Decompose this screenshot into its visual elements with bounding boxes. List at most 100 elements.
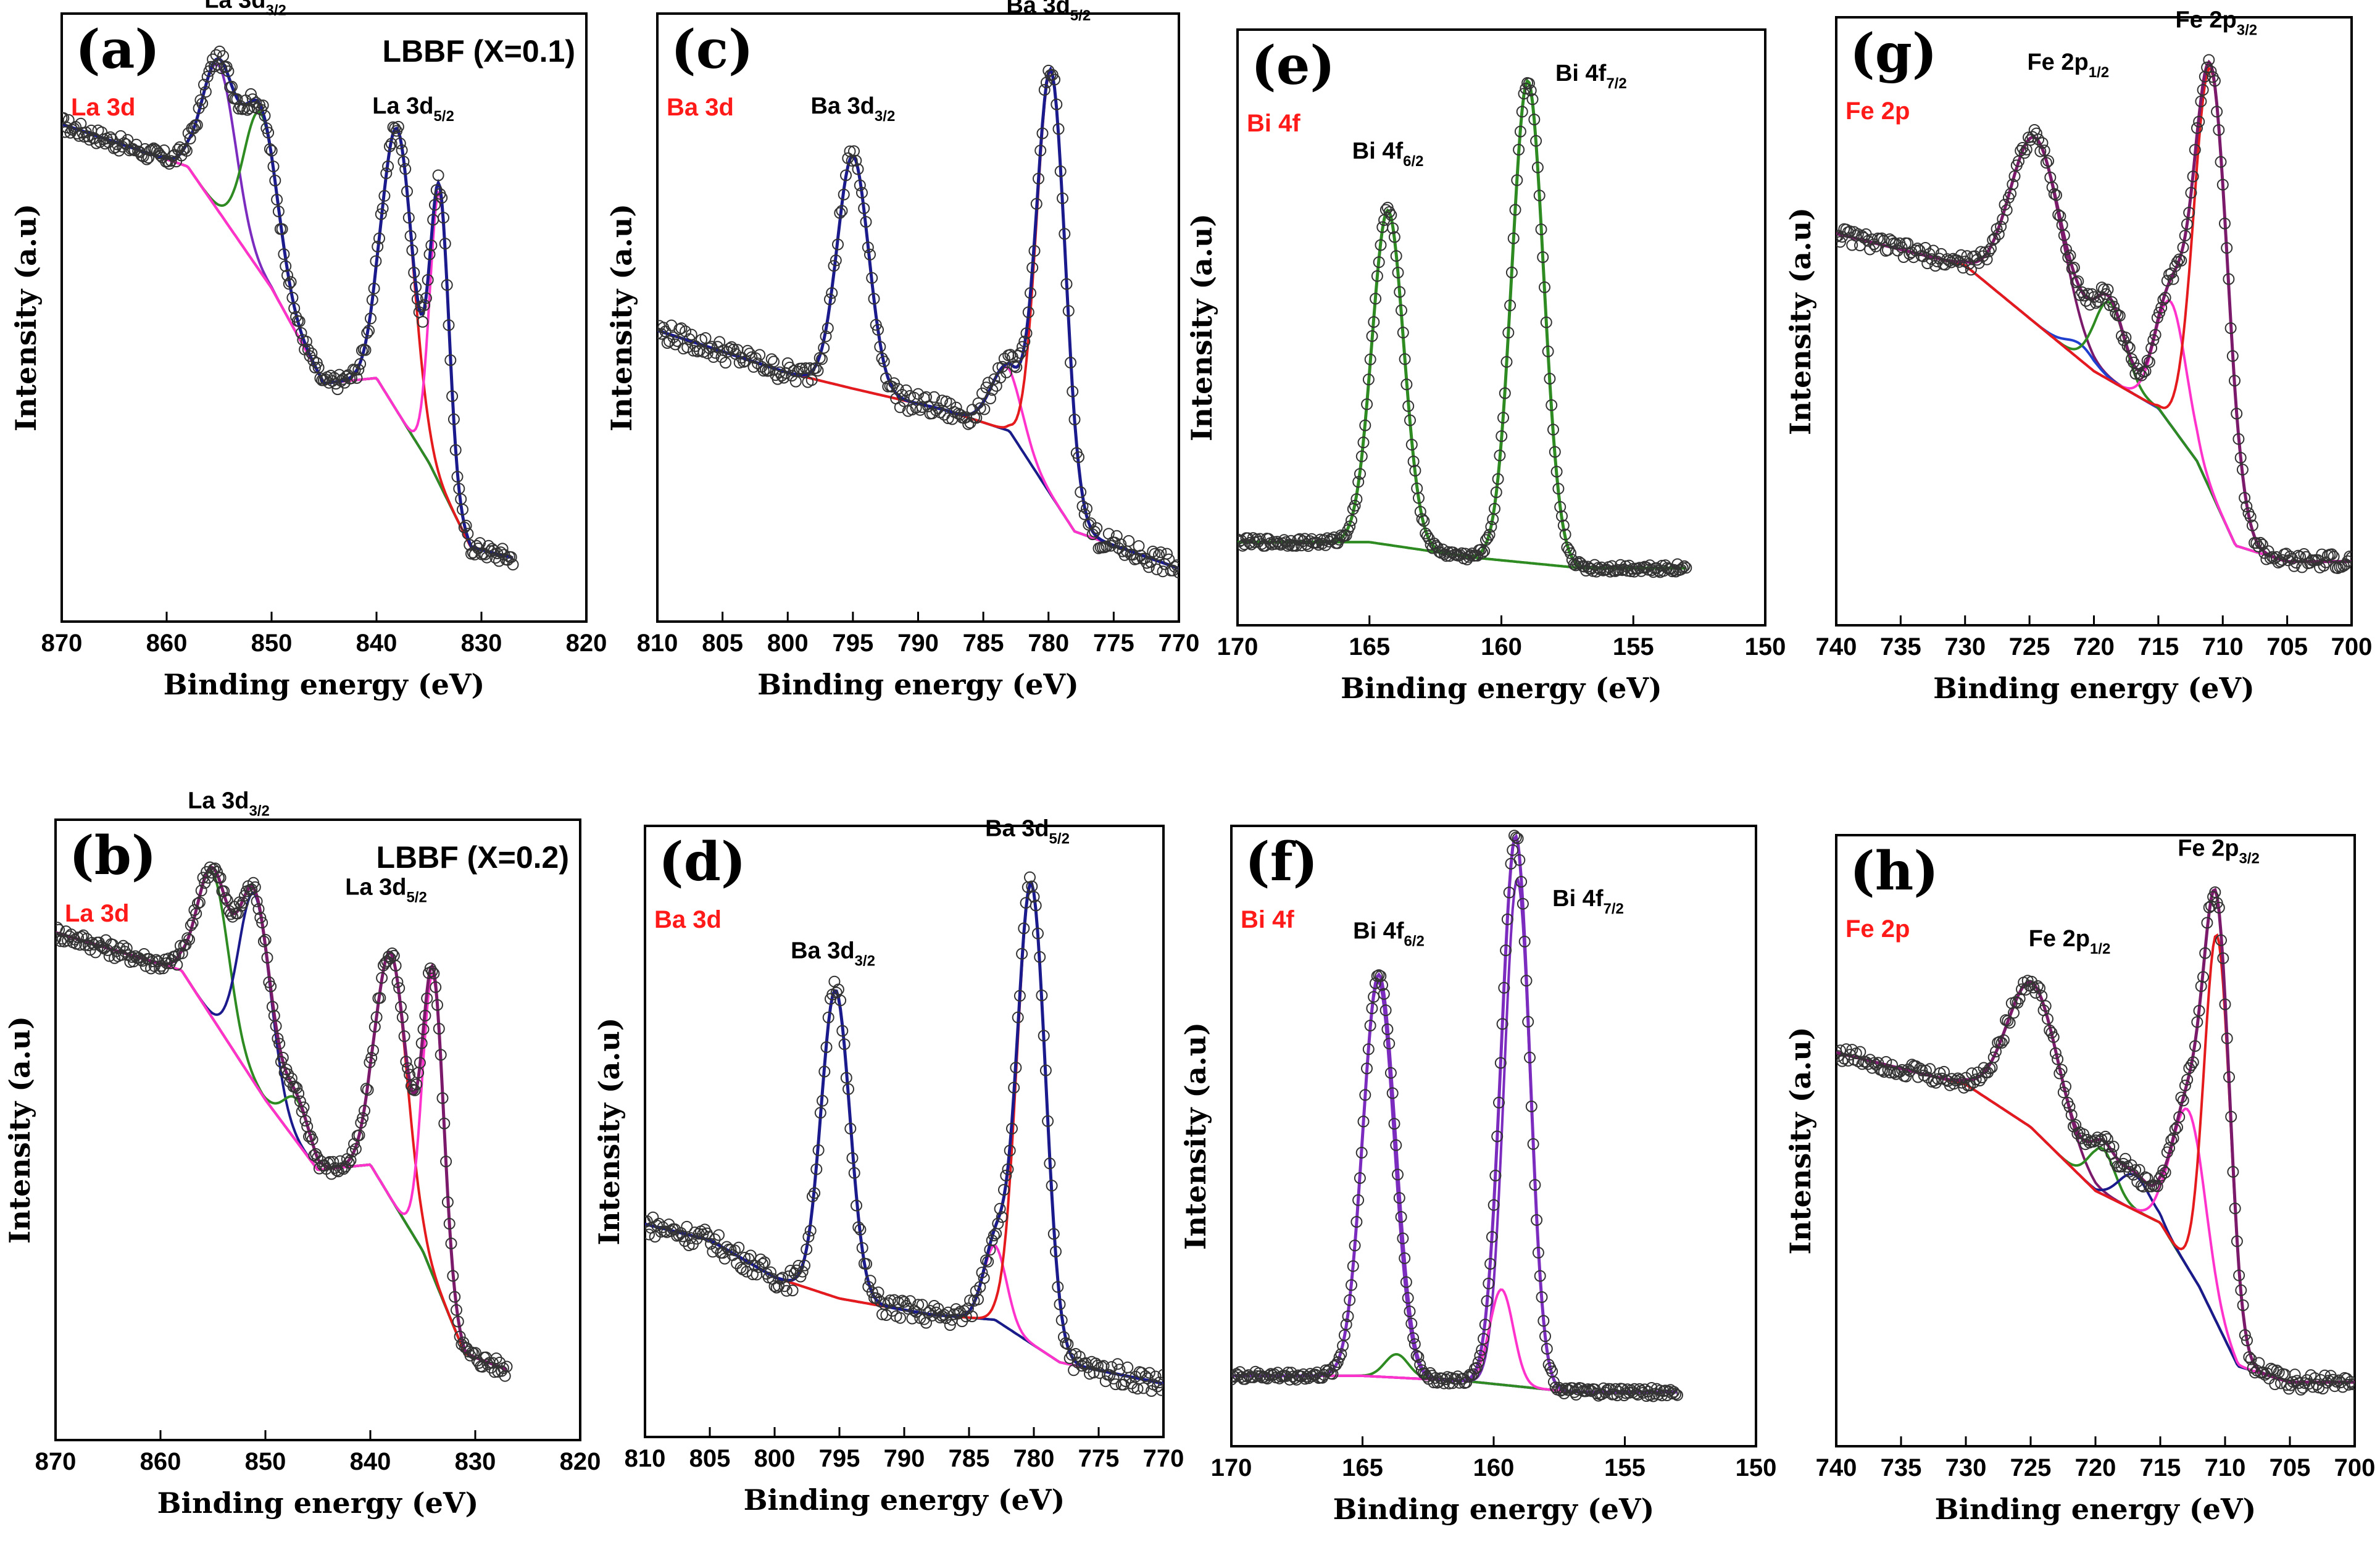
data-point — [400, 1056, 412, 1068]
data-point — [952, 407, 964, 420]
data-point — [1397, 327, 1409, 339]
experimental-points — [1231, 830, 1683, 1402]
data-point — [1347, 1260, 1359, 1272]
data-point — [1413, 492, 1425, 504]
data-point — [1091, 522, 1103, 534]
data-point — [2118, 334, 2130, 346]
data-point — [1364, 353, 1376, 365]
data-point — [137, 151, 149, 162]
data-point — [2120, 331, 2132, 344]
data-point — [270, 1020, 282, 1032]
data-point — [2342, 555, 2352, 567]
data-point — [2131, 362, 2144, 375]
data-point — [2036, 990, 2048, 1002]
data-point — [2013, 993, 2026, 1005]
data-point — [786, 1285, 799, 1297]
data-point — [1925, 253, 1937, 265]
data-point — [1042, 1115, 1054, 1127]
data-point — [747, 360, 760, 373]
data-point — [775, 1273, 787, 1285]
data-point — [1916, 1064, 1928, 1077]
data-point — [1065, 356, 1076, 369]
data-point — [1049, 73, 1060, 86]
data-point — [289, 1080, 301, 1093]
data-point — [298, 1101, 310, 1114]
peak-annotation: La 3d3/2 — [188, 788, 270, 820]
data-point — [2201, 61, 2213, 73]
data-point — [365, 312, 377, 325]
data-point — [780, 1285, 793, 1297]
data-point — [1026, 262, 1039, 274]
fit-peak-2 — [56, 891, 507, 1371]
data-point — [810, 362, 822, 374]
data-point — [1483, 1277, 1495, 1289]
data-point — [1518, 935, 1531, 947]
data-point — [820, 330, 832, 343]
peak-annotation: La 3d3/2 — [204, 0, 286, 19]
data-point — [146, 143, 158, 156]
experimental-points — [657, 64, 1179, 579]
data-point — [1973, 257, 1985, 269]
data-point — [499, 1370, 511, 1382]
data-point — [382, 160, 394, 172]
data-point — [1668, 1386, 1680, 1398]
data-point — [1041, 77, 1052, 89]
data-point — [1990, 1046, 2002, 1058]
data-point — [1523, 77, 1535, 90]
data-point — [1392, 1168, 1404, 1181]
data-point — [183, 933, 195, 946]
data-point — [667, 331, 680, 343]
data-point — [406, 244, 418, 256]
data-point — [1997, 1034, 2010, 1046]
data-point — [280, 1064, 293, 1075]
data-point — [1046, 1180, 1058, 1192]
x-tick-label: 805 — [702, 630, 743, 657]
data-point — [2040, 157, 2052, 169]
data-point — [1836, 236, 1846, 248]
data-point — [2183, 1062, 2195, 1075]
data-point — [1974, 1075, 1986, 1086]
data-point — [1496, 430, 1508, 443]
data-point — [373, 232, 385, 244]
data-point — [2269, 1378, 2281, 1391]
fit-peak-5 — [1836, 67, 2352, 563]
envelope-line — [657, 65, 1179, 570]
data-point — [970, 412, 983, 424]
data-point — [1131, 552, 1143, 565]
data-point — [1400, 378, 1413, 391]
data-point — [856, 1242, 868, 1254]
data-point — [1854, 1046, 1866, 1058]
data-point — [436, 1092, 449, 1104]
data-point — [659, 325, 672, 338]
data-point — [894, 1312, 906, 1324]
data-point — [1542, 345, 1554, 357]
data-point — [1463, 551, 1475, 563]
x-tick-label: 170 — [1211, 1454, 1252, 1481]
data-point — [1141, 1372, 1154, 1385]
data-point — [1364, 1020, 1376, 1031]
data-point — [744, 1249, 757, 1262]
data-point — [872, 323, 884, 336]
data-point — [1105, 1361, 1118, 1373]
data-point — [306, 348, 318, 359]
panel-label: (b) — [69, 825, 157, 887]
data-point — [432, 169, 444, 181]
data-point — [747, 1268, 759, 1280]
data-point — [1499, 387, 1511, 399]
data-point — [1964, 1080, 1976, 1091]
data-point — [1002, 1163, 1014, 1175]
data-point — [451, 470, 464, 483]
data-point — [386, 947, 398, 959]
data-point — [299, 1115, 312, 1126]
data-point — [451, 1304, 462, 1316]
data-point — [1927, 244, 1939, 257]
data-point — [1115, 538, 1127, 551]
peak-annotation: La 3d5/2 — [372, 93, 454, 125]
data-point — [1402, 400, 1415, 412]
data-point — [1359, 1089, 1371, 1101]
data-point — [1537, 1315, 1550, 1327]
data-point — [462, 528, 474, 540]
data-point — [1400, 1276, 1412, 1288]
data-point — [353, 1129, 365, 1141]
data-point — [1399, 1252, 1411, 1264]
